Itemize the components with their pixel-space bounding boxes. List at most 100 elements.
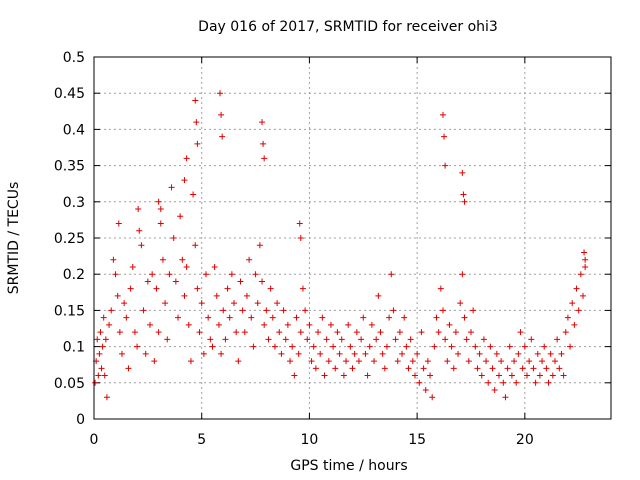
data-point xyxy=(315,329,322,336)
data-point xyxy=(250,343,257,350)
x-axis-label: GPS time / hours xyxy=(290,458,407,474)
data-point xyxy=(259,119,266,126)
data-point xyxy=(526,358,533,365)
data-point xyxy=(446,321,453,328)
data-point xyxy=(183,155,190,162)
data-point xyxy=(556,365,563,372)
data-point xyxy=(364,372,371,379)
data-point xyxy=(119,350,126,357)
data-point xyxy=(183,263,190,270)
data-point xyxy=(416,379,423,386)
data-point xyxy=(511,358,518,365)
data-point xyxy=(383,343,390,350)
data-point xyxy=(168,184,175,191)
data-point xyxy=(528,336,535,343)
data-point xyxy=(377,329,384,336)
data-point xyxy=(420,365,427,372)
data-point xyxy=(97,329,104,336)
data-point xyxy=(390,307,397,314)
data-point xyxy=(396,329,403,336)
data-point xyxy=(362,350,369,357)
data-point xyxy=(332,365,339,372)
data-point xyxy=(205,314,212,321)
data-point xyxy=(375,292,382,299)
data-point xyxy=(106,321,113,328)
data-point xyxy=(495,372,502,379)
data-point xyxy=(353,329,360,336)
data-point xyxy=(192,97,199,104)
data-point xyxy=(500,379,507,386)
data-point xyxy=(463,336,470,343)
data-point xyxy=(517,329,524,336)
y-tick-label: 0.4 xyxy=(63,122,85,138)
data-point xyxy=(358,336,365,343)
data-point xyxy=(291,372,298,379)
data-point xyxy=(274,300,281,307)
x-tick-label: 0 xyxy=(90,432,99,448)
axis-ticks: 0 0.05 0.1 0.15 0.2 0.25 0.3 0.35 0.4 0.45 0.5 0 5 10… xyxy=(54,50,611,448)
data-point xyxy=(144,278,151,285)
data-point xyxy=(179,256,186,263)
data-point xyxy=(142,350,149,357)
data-point xyxy=(379,350,386,357)
data-point xyxy=(296,220,303,227)
data-point xyxy=(480,336,487,343)
data-point xyxy=(360,314,367,321)
data-point xyxy=(99,343,106,350)
data-point xyxy=(325,358,332,365)
plot-frame xyxy=(93,56,612,420)
y-axis-label: SRMTID / TECUs xyxy=(6,182,22,295)
data-point xyxy=(265,336,272,343)
data-point xyxy=(140,307,147,314)
data-point xyxy=(263,307,270,314)
data-point xyxy=(246,256,253,263)
data-point xyxy=(545,379,552,386)
data-point xyxy=(308,358,315,365)
data-point xyxy=(547,350,554,357)
data-point xyxy=(222,336,229,343)
data-point xyxy=(368,321,375,328)
data-point xyxy=(467,329,474,336)
data-point xyxy=(297,329,304,336)
data-point xyxy=(472,343,479,350)
data-point xyxy=(543,365,550,372)
data-point xyxy=(112,271,119,278)
data-point xyxy=(403,343,410,350)
data-point xyxy=(181,177,188,184)
data-point xyxy=(218,350,225,357)
data-point xyxy=(498,358,505,365)
data-point xyxy=(103,394,110,401)
data-point xyxy=(549,372,556,379)
data-point xyxy=(319,314,326,321)
data-points xyxy=(92,90,589,401)
data-point xyxy=(523,372,530,379)
data-point xyxy=(159,256,166,263)
data-point xyxy=(302,307,309,314)
data-point xyxy=(116,329,123,336)
data-point xyxy=(127,285,134,292)
y-tick-label: 0.2 xyxy=(63,267,85,283)
data-point xyxy=(470,307,477,314)
data-point xyxy=(241,329,248,336)
data-point xyxy=(219,133,226,140)
x-tick-label: 10 xyxy=(301,432,319,448)
data-point xyxy=(560,372,567,379)
data-point xyxy=(452,329,459,336)
y-tick-label: 0.3 xyxy=(63,195,85,211)
data-point xyxy=(193,119,200,126)
data-point xyxy=(442,162,449,169)
data-point xyxy=(321,372,328,379)
data-point xyxy=(235,358,242,365)
data-point xyxy=(260,140,267,147)
data-point xyxy=(100,314,107,321)
data-point xyxy=(134,343,141,350)
data-point xyxy=(433,314,440,321)
data-point xyxy=(424,358,431,365)
data-point xyxy=(192,242,199,249)
data-point xyxy=(450,365,457,372)
data-point xyxy=(386,314,393,321)
y-tick-label: 0.05 xyxy=(54,376,85,392)
data-point xyxy=(190,191,197,198)
data-point xyxy=(399,350,406,357)
data-point xyxy=(541,343,548,350)
